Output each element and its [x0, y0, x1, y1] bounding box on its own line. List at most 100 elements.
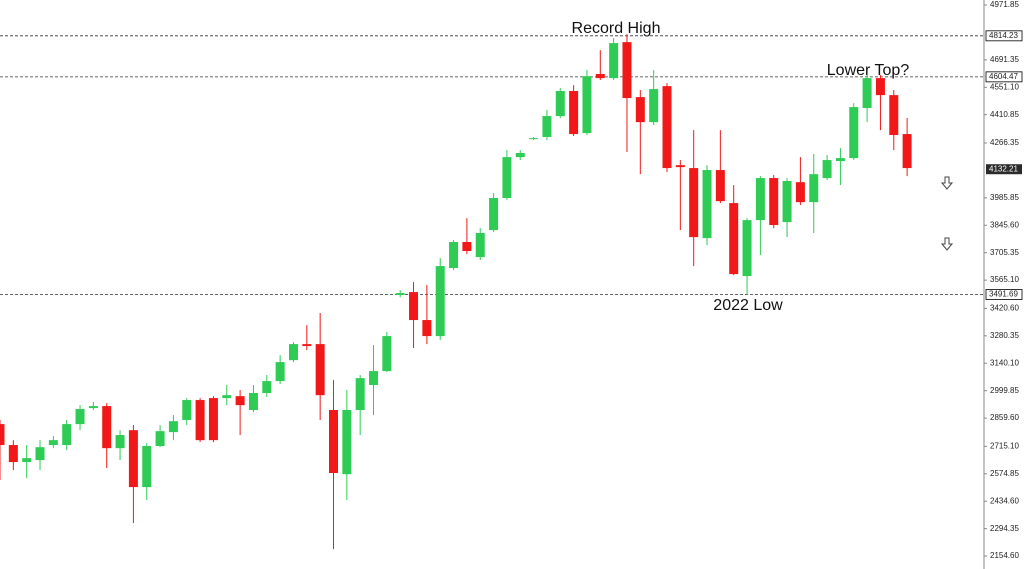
candle-body: [502, 157, 512, 199]
candle-body: [489, 198, 499, 231]
candle-body: [609, 43, 619, 79]
candle-body: [675, 165, 685, 168]
candle-body: [355, 378, 365, 411]
y-tick-label: 2715.10: [990, 441, 1019, 450]
y-tick-label: 4266.35: [990, 138, 1019, 147]
candle-body: [809, 174, 819, 203]
candle-body: [782, 180, 792, 223]
y-tick-label: 4551.10: [990, 82, 1019, 91]
y-tick-label: 2859.60: [990, 413, 1019, 422]
y-tick-label: 2154.60: [990, 551, 1019, 560]
candle-body: [449, 242, 459, 269]
candle-body: [475, 233, 485, 258]
candle-body: [729, 203, 739, 275]
candle-body: [22, 458, 32, 463]
candle-body: [222, 395, 232, 399]
candle-body: [835, 158, 845, 162]
candle-body: [369, 371, 379, 385]
candle-body: [62, 424, 72, 446]
candle-body: [795, 182, 805, 203]
candle-body: [769, 178, 779, 225]
candle-body: [0, 424, 5, 446]
candle-body: [902, 134, 912, 169]
candle-body: [208, 398, 218, 441]
level-label: 3491.69: [989, 290, 1018, 299]
level-label: 4814.23: [989, 31, 1018, 40]
candle-body: [702, 170, 712, 239]
level-label: 4604.47: [989, 72, 1018, 81]
candle-body: [582, 76, 592, 134]
candle-body: [288, 344, 298, 361]
level-box: [985, 30, 1023, 42]
candle-body: [662, 86, 672, 169]
y-tick-label: 4410.85: [990, 110, 1019, 119]
arrow-icon: [940, 176, 954, 251]
candle-body: [542, 116, 552, 137]
candle-body: [529, 138, 539, 140]
y-tick-label: 2434.60: [990, 496, 1019, 505]
candle-body: [235, 396, 245, 406]
candle-body: [409, 292, 419, 321]
candle-body: [142, 446, 152, 488]
candle-body: [569, 91, 579, 135]
candle-body: [248, 393, 258, 411]
y-tick-label: 3705.35: [990, 248, 1019, 257]
candle-body: [715, 170, 725, 202]
y-tick-label: 3420.60: [990, 304, 1019, 313]
candle-body: [8, 445, 18, 463]
candle-body: [862, 78, 872, 109]
y-tick-label: 2294.35: [990, 524, 1019, 533]
candle-body: [422, 320, 432, 337]
candle-body: [649, 89, 659, 123]
candle-body: [849, 107, 859, 159]
candle-body: [35, 447, 45, 461]
candle-body: [275, 362, 285, 382]
candle-body: [622, 42, 632, 99]
last-price-box: [986, 164, 1022, 175]
candle-body: [155, 431, 165, 447]
candle-body: [115, 435, 125, 449]
last-price-label: 4132.21: [989, 164, 1018, 173]
candle-body: [395, 293, 405, 296]
candle-body: [195, 400, 205, 441]
candle-body: [515, 153, 525, 158]
candle-body: [889, 95, 899, 136]
candle-body: [168, 421, 178, 433]
candle-body: [48, 440, 58, 446]
candle-body: [302, 344, 312, 347]
y-tick-label: 3565.10: [990, 275, 1019, 284]
candle-body: [635, 97, 645, 123]
candle-body: [315, 344, 325, 396]
candle-body: [755, 178, 765, 221]
candle-body: [342, 410, 352, 475]
candle-body: [822, 160, 832, 179]
candle-body: [75, 409, 85, 425]
candle-body: [595, 74, 605, 79]
candle-body: [462, 242, 472, 252]
candle-body: [182, 400, 192, 420]
y-tick-label: 2999.85: [990, 386, 1019, 395]
y-tick-label: 4971.85: [990, 0, 1019, 9]
level-box: [985, 289, 1023, 300]
candle-body: [128, 430, 138, 488]
candle-body: [262, 381, 272, 394]
annotation: 2022 Low: [713, 297, 783, 314]
annotation: Lower Top?: [827, 62, 910, 79]
annotation: Record High: [572, 20, 661, 37]
candle-body: [555, 91, 565, 117]
level-box: [985, 71, 1023, 83]
y-tick-label: 3845.60: [990, 220, 1019, 229]
y-tick-label: 3280.35: [990, 331, 1019, 340]
y-tick-label: 3985.85: [990, 193, 1019, 202]
candle-body: [102, 406, 112, 449]
y-tick-label: 2574.85: [990, 469, 1019, 478]
candle-body: [382, 336, 392, 372]
y-tick-label: 4691.35: [990, 55, 1019, 64]
candle-body: [329, 410, 338, 473]
candle-body: [875, 78, 885, 96]
candle-body: [742, 220, 752, 277]
candle-body: [689, 168, 699, 238]
y-tick-label: 3140.10: [990, 358, 1019, 367]
